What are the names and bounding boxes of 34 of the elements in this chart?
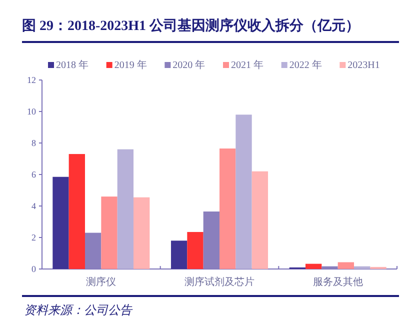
legend-label: 2021 年 [231,59,264,71]
bar [68,154,85,269]
legend-label: 2023H1 [348,60,380,71]
legend-label: 2019 年 [114,59,147,71]
bar [117,149,134,269]
y-tick-label: 4 [32,201,36,212]
bar [134,197,150,269]
chart-title: 图 29：2018-2023H1 公司基因测序仪收入拆分（亿元） [22,17,360,34]
bar [322,266,338,269]
bar [187,232,204,269]
bar [338,262,354,269]
y-tick-label: 2 [32,232,36,243]
bar [203,212,220,269]
bar [220,148,236,269]
legend-label: 2022 年 [289,59,322,71]
bar [252,171,268,269]
text: 资料来源：公司公告 [24,303,133,317]
bar [52,176,69,269]
y-tick-label: 12 [27,75,36,86]
y-tick-label: 6 [32,170,36,180]
legend-label: 2020 年 [172,59,206,71]
y-tick-label: 0 [32,264,36,274]
x-tick-label: 测序仪 [86,276,116,288]
bar [170,240,188,269]
x-tick-label: 测序试剂及芯片 [184,276,254,288]
y-tick-label: 8 [32,138,36,148]
x-tick-label: 服务及其他 [312,276,363,288]
bar [354,266,370,269]
legend-label: 2018 年 [56,59,88,71]
bar [236,114,252,269]
bar [305,264,322,269]
bar [84,232,102,269]
bar [101,196,118,269]
y-tick-label: 10 [27,106,36,117]
